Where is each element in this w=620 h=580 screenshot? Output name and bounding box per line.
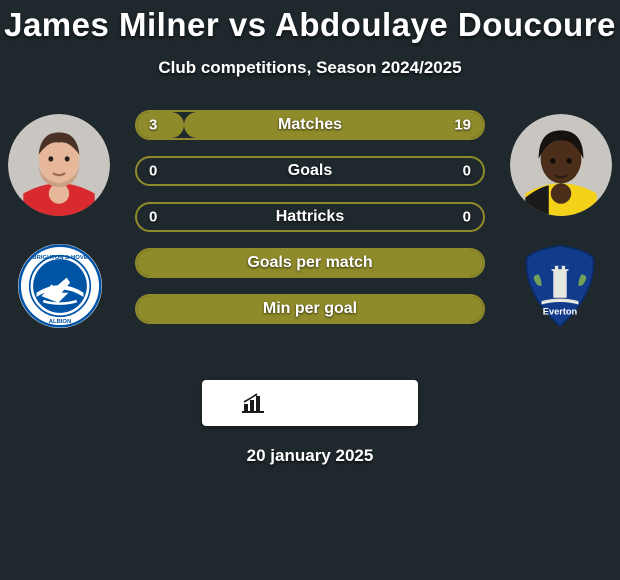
svg-text:Everton: Everton [543,307,578,317]
main-area: BRIGHTON & HOVE ALBION Everton Matches 3 1… [0,114,620,374]
svg-text:ALBION: ALBION [49,319,71,325]
chart-icon [240,392,266,414]
stat-row: Hattricks 0 0 [135,202,485,232]
logo-text: FcTables.com [272,393,381,413]
stat-label: Goals per match [247,254,372,272]
stat-bars: Matches 3 19 Goals 0 0 Hattricks 0 0 Goals per ma… [135,110,485,340]
club-badge-icon: BRIGHTON & HOVE ALBION [18,244,102,328]
stat-row: Goals per match [135,248,485,278]
stat-value-left: 0 [149,209,157,226]
svg-text:BRIGHTON & HOVE: BRIGHTON & HOVE [32,255,87,261]
player-right-photo [510,114,612,216]
stat-value-left: 0 [149,163,157,180]
stat-label: Hattricks [276,208,344,226]
avatar-icon [8,114,110,216]
stat-row: Min per goal [135,294,485,324]
player-left-photo [8,114,110,216]
stat-label: Goals [288,162,332,180]
stat-value-right: 19 [454,117,471,134]
subtitle: Club competitions, Season 2024/2025 [0,58,620,78]
club-left-badge: BRIGHTON & HOVE ALBION [18,244,102,328]
stat-label: Matches [278,116,342,134]
page-title: James Milner vs Abdoulaye Doucoure [0,6,620,44]
stat-label: Min per goal [263,300,357,318]
comparison-card: James Milner vs Abdoulaye Doucoure Club … [0,0,620,466]
avatar-icon [510,114,612,216]
stat-value-right: 0 [463,209,471,226]
date-label: 20 january 2025 [0,446,620,466]
club-right-badge: Everton [518,244,602,328]
club-badge-icon: Everton [518,244,602,328]
stat-value-left: 3 [149,117,157,134]
bar-fill-left [137,112,184,138]
stat-value-right: 0 [463,163,471,180]
stat-row: Goals 0 0 [135,156,485,186]
stat-row: Matches 3 19 [135,110,485,140]
fctables-logo: FcTables.com [202,380,418,426]
